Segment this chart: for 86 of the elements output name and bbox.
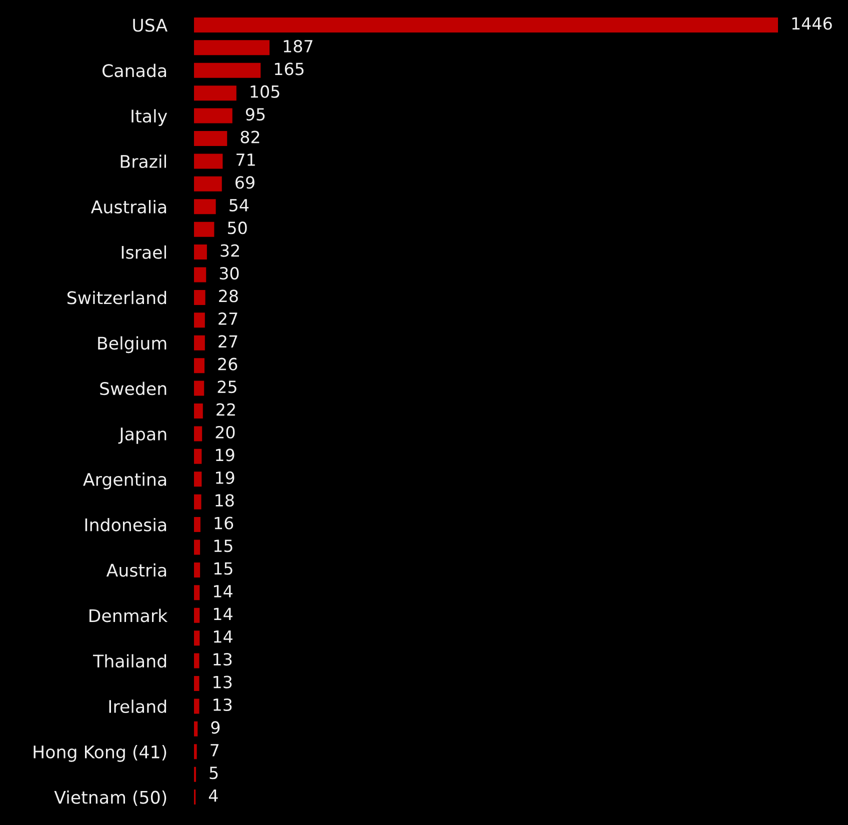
data-label: 105 [250,85,280,98]
bar [194,426,202,442]
data-label: 14 [214,630,232,643]
y-tick-label: Hong Kong (41) [34,745,166,762]
y-tick-label: Sweden [100,382,166,396]
y-tick-label: USA [133,18,168,32]
bar [194,630,200,646]
data-label: 27 [218,335,238,348]
y-tick-label: Denmark [90,608,168,622]
bar [194,62,261,78]
y-tick-label: Italy [132,109,168,126]
data-label: 22 [216,403,235,416]
bar [194,494,202,510]
bar [194,335,205,350]
y-tick-label: Belgium [98,336,166,354]
bar [194,244,207,260]
y-tick-label: Australia [90,200,166,214]
data-label: 71 [236,154,255,166]
data-label: 7 [210,744,219,756]
bar [194,131,228,146]
data-label: 13 [214,698,232,712]
bar [194,267,206,282]
y-tick-label: Thailand [93,654,166,668]
bar [194,653,200,668]
data-label: 13 [214,653,232,666]
bar [194,312,205,328]
bar [194,17,778,32]
bar [194,40,270,56]
bar [194,540,200,555]
y-tick-label: Indonesia [85,518,166,532]
data-label: 50 [228,222,247,234]
y-tick-label: Argentina [83,472,166,490]
bar [194,108,232,124]
bar [194,404,203,418]
bar [194,608,200,623]
y-tick-label: Canada [102,64,166,78]
data-label: 54 [230,199,249,212]
bar [194,199,216,214]
y-tick-label: Austria [106,563,166,577]
y-tick-label: Israel [122,245,166,259]
y-tick-label: Japan [118,428,166,444]
bar [194,154,223,169]
data-label: 187 [284,40,312,52]
data-label: 82 [240,130,260,144]
data-label: 27 [218,312,238,325]
data-label: 9 [211,721,220,734]
data-label: 15 [214,540,232,552]
bar [194,517,200,532]
bar [194,585,200,600]
data-label: 4 [208,789,218,802]
data-label: 5 [210,766,218,780]
bar [194,721,198,736]
data-label: 25 [218,380,236,394]
data-label: 19 [216,471,234,484]
bar [194,86,236,101]
data-label: 13 [214,676,232,688]
data-label: 26 [218,358,238,370]
bar [194,380,204,396]
bar [194,358,204,374]
data-label: 15 [214,562,232,575]
y-tick-label: Ireland [109,700,166,714]
bar [194,744,197,760]
data-label: 69 [236,176,254,189]
data-label: 28 [219,290,238,302]
data-label: 14 [214,608,232,620]
bar [194,176,222,192]
data-label: 19 [216,448,234,462]
data-label: 20 [216,426,235,439]
bar [194,472,202,487]
data-label: 30 [220,266,239,280]
y-tick-label: Vietnam (50) [54,790,166,806]
data-label: 95 [246,108,265,121]
bar [194,290,206,305]
y-tick-label: Brazil [120,154,166,168]
data-label: 165 [274,62,304,76]
data-label: 14 [214,585,232,598]
data-label: 16 [214,516,234,530]
data-label: 32 [220,244,239,257]
bar [194,698,200,714]
data-label: 18 [216,494,234,507]
bar [194,562,200,578]
bar [194,676,200,691]
bar [194,222,214,237]
bar [194,448,202,464]
data-label: 1446 [792,17,832,30]
y-tick-label: Switzerland [67,290,166,304]
